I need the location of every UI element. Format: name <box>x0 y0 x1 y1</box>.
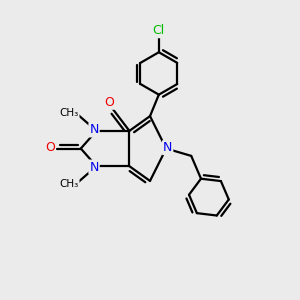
Text: Cl: Cl <box>153 24 165 37</box>
Text: O: O <box>105 96 115 109</box>
Text: O: O <box>45 141 55 154</box>
Text: N: N <box>89 160 99 174</box>
Text: CH₃: CH₃ <box>59 179 79 189</box>
Text: N: N <box>163 141 172 154</box>
Text: CH₃: CH₃ <box>59 108 79 118</box>
Text: N: N <box>89 124 99 136</box>
